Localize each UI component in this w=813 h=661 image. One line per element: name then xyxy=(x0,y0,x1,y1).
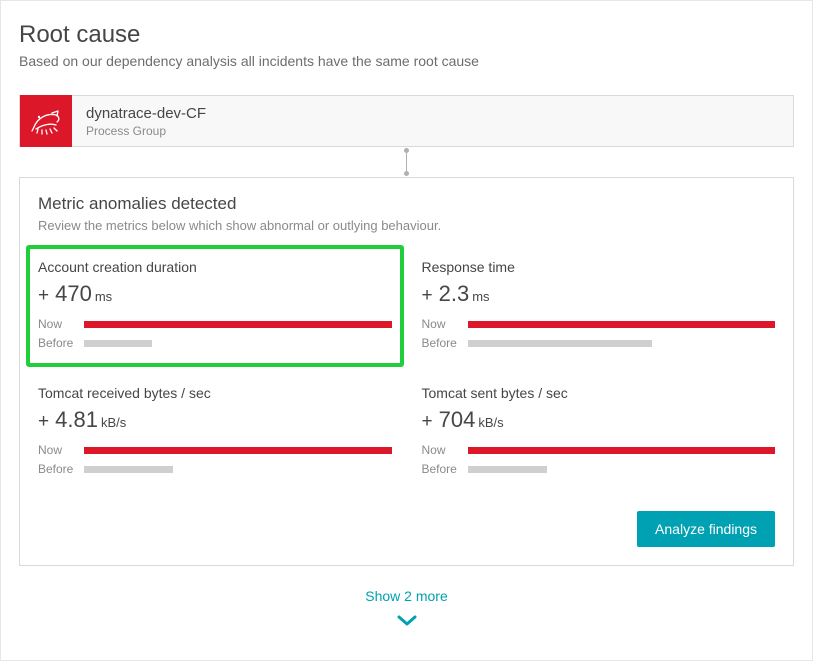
anomalies-subtitle: Review the metrics below which show abno… xyxy=(38,218,775,233)
metric-sign: + xyxy=(422,285,433,307)
metric-label: Account creation duration xyxy=(38,259,392,275)
process-group-name: dynatrace-dev-CF xyxy=(86,104,206,124)
metric-before-bar: Before xyxy=(38,336,392,350)
show-more-link[interactable]: Show 2 more xyxy=(365,588,447,604)
metric-now-bar: Now xyxy=(422,443,776,457)
metric-value: 704 xyxy=(439,407,476,433)
metrics-grid: Account creation duration+470msNowBefore… xyxy=(38,251,775,487)
metric-before-bar-label: Before xyxy=(38,336,84,350)
metric-value-row: +470ms xyxy=(38,281,392,307)
metric-value-row: +2.3ms xyxy=(422,281,776,307)
metric-now-bar-label: Now xyxy=(38,443,84,457)
metric-before-bar-fill xyxy=(84,340,152,347)
metric-now-bar-label: Now xyxy=(422,317,468,331)
metric-before-bar-track xyxy=(84,466,392,473)
metric-before-bar-track xyxy=(468,466,776,473)
metric-value: 2.3 xyxy=(439,281,470,307)
page-subtitle: Based on our dependency analysis all inc… xyxy=(19,53,794,69)
root-cause-panel: Root cause Based on our dependency analy… xyxy=(0,0,813,661)
metric-before-bar: Before xyxy=(38,462,392,476)
metric-before-bar-label: Before xyxy=(422,336,468,350)
metric-now-bar-track xyxy=(84,321,392,328)
metric-sign: + xyxy=(38,411,49,433)
metric-now-bar-track xyxy=(468,447,776,454)
process-group-card[interactable]: dynatrace-dev-CF Process Group xyxy=(19,95,794,147)
page-title: Root cause xyxy=(19,21,794,49)
metric-before-bar: Before xyxy=(422,462,776,476)
process-group-type: Process Group xyxy=(86,124,206,138)
metric-now-bar-track xyxy=(84,447,392,454)
metric-value-row: +4.81kB/s xyxy=(38,407,392,433)
metric-unit: ms xyxy=(95,289,112,304)
metric-before-bar-fill xyxy=(468,466,548,473)
metric-now-bar-label: Now xyxy=(422,443,468,457)
process-group-info: dynatrace-dev-CF Process Group xyxy=(72,104,206,138)
metric-before-bar-fill xyxy=(468,340,653,347)
process-group-icon xyxy=(20,95,72,147)
metric-sign: + xyxy=(38,285,49,307)
metric-unit: kB/s xyxy=(478,415,503,430)
metric-before-bar-label: Before xyxy=(422,462,468,476)
metric-now-bar-fill xyxy=(468,447,776,454)
metric-unit: kB/s xyxy=(101,415,126,430)
metric-now-bar: Now xyxy=(422,317,776,331)
metric-unit: ms xyxy=(472,289,489,304)
show-more-section: Show 2 more xyxy=(19,588,794,630)
actions-row: Analyze findings xyxy=(38,511,775,547)
metric-now-bar-label: Now xyxy=(38,317,84,331)
metric-value-row: +704kB/s xyxy=(422,407,776,433)
metric-now-bar-fill xyxy=(468,321,776,328)
anomalies-card: Metric anomalies detected Review the met… xyxy=(19,177,794,566)
metric-sign: + xyxy=(422,411,433,433)
metric-before-bar-track xyxy=(468,340,776,347)
metric-before-bar: Before xyxy=(422,336,776,350)
connector xyxy=(19,147,794,177)
metric-before-bar-label: Before xyxy=(38,462,84,476)
metric-now-bar-track xyxy=(468,321,776,328)
metric-now-bar-fill xyxy=(84,321,392,328)
metric-label: Tomcat received bytes / sec xyxy=(38,385,392,401)
metric-tile[interactable]: Account creation duration +470ms Now Before xyxy=(38,251,392,361)
chevron-down-icon[interactable] xyxy=(397,614,417,630)
metric-before-bar-fill xyxy=(84,466,173,473)
metric-tile[interactable]: Response time +2.3ms Now Before xyxy=(422,251,776,361)
metric-now-bar: Now xyxy=(38,443,392,457)
metric-tile[interactable]: Tomcat received bytes / sec +4.81kB/s Now B… xyxy=(38,377,392,487)
metric-tile[interactable]: Tomcat sent bytes / sec +704kB/s Now Before xyxy=(422,377,776,487)
metric-before-bar-track xyxy=(84,340,392,347)
metric-value: 470 xyxy=(55,281,92,307)
analyze-findings-button[interactable]: Analyze findings xyxy=(637,511,775,547)
metric-value: 4.81 xyxy=(55,407,98,433)
metric-now-bar-fill xyxy=(84,447,392,454)
anomalies-title: Metric anomalies detected xyxy=(38,194,775,214)
metric-label: Response time xyxy=(422,259,776,275)
metric-label: Tomcat sent bytes / sec xyxy=(422,385,776,401)
metric-now-bar: Now xyxy=(38,317,392,331)
